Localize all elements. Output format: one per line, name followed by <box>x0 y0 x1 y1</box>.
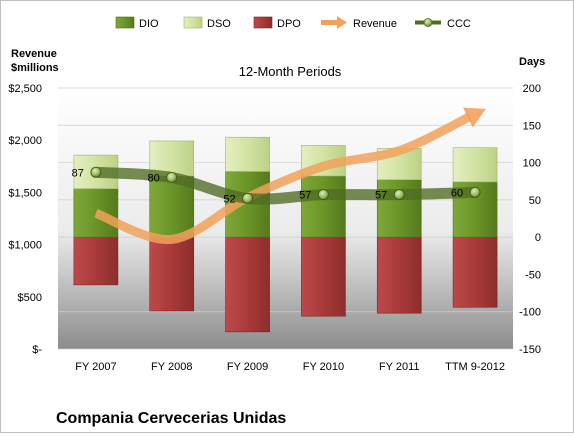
dio-bar <box>301 175 346 238</box>
x-tick-label: FY 2009 <box>227 361 268 373</box>
x-tick-label: FY 2011 <box>379 361 420 373</box>
ccc-line-path <box>90 166 481 205</box>
dso-bar <box>225 136 270 172</box>
ccc-data-label: 57 <box>299 190 311 202</box>
left-tick-label: $1,500 <box>8 187 42 199</box>
ccc-data-label: 87 <box>72 167 84 179</box>
left-axis-ticks: $- $500 $1,000 $1,500 $2,000 $2,500 <box>8 83 42 356</box>
dso-bar <box>452 147 498 183</box>
ccc-marker <box>318 189 329 201</box>
left-axis-title-line1: Revenue <box>11 48 57 60</box>
right-tick-label: 0 <box>535 232 541 244</box>
ccc-marker <box>90 166 102 178</box>
x-tick-label: FY 2008 <box>151 361 192 373</box>
dio-bar <box>73 188 119 238</box>
legend-label-dpo: DPO <box>277 18 301 30</box>
x-axis-ticks: FY 2007 FY 2008 FY 2009 FY 2010 FY 2011 TTM 9… <box>75 361 505 373</box>
x-tick-label: FY 2007 <box>75 361 116 373</box>
right-tick-label: -150 <box>519 344 541 356</box>
dpo-bar <box>225 236 270 333</box>
revenue-line <box>94 107 486 244</box>
ccc-data-label: 80 <box>148 172 160 184</box>
left-tick-label: $1,000 <box>8 240 42 252</box>
legend-label-ccc: CCC <box>447 18 471 30</box>
legend-label-dso: DSO <box>207 18 231 30</box>
legend-swatch-ccc <box>415 18 441 27</box>
dio-bar <box>376 179 422 238</box>
dpo-bar <box>73 236 119 286</box>
ccc-data-label: 57 <box>375 190 387 202</box>
right-tick-label: 100 <box>523 158 541 170</box>
left-tick-label: $- <box>32 344 42 356</box>
legend: DIO DSO DPO Revenue CCC <box>115 16 471 30</box>
left-axis-title-line2: $millions <box>11 62 59 74</box>
left-tick-label: $500 <box>18 292 42 304</box>
right-axis-ticks: -150 -100 -50 0 50 100 150 200 <box>519 83 541 356</box>
legend-swatch-revenue <box>321 16 347 29</box>
dpo-bar <box>376 236 422 314</box>
right-tick-label: 200 <box>523 83 541 95</box>
ccc-data-label: 60 <box>451 187 463 199</box>
legend-label-revenue: Revenue <box>353 18 397 30</box>
dpo-bar <box>149 236 195 312</box>
revenue-arrowhead <box>463 107 486 128</box>
legend-swatch-dso <box>183 16 203 29</box>
right-tick-label: -100 <box>519 307 541 319</box>
right-tick-label: 150 <box>523 120 541 132</box>
ccc-line: 87 80 52 57 57 60 <box>72 166 481 205</box>
ccc-marker <box>242 192 253 204</box>
x-tick-label: FY 2010 <box>303 361 344 373</box>
left-tick-label: $2,500 <box>8 83 42 95</box>
chart-title: 12-Month Periods <box>239 64 342 79</box>
revenue-line-path <box>94 112 472 244</box>
gridlines <box>58 87 513 350</box>
x-tick-label: TTM 9-2012 <box>445 361 505 373</box>
ccc-marker <box>469 186 481 198</box>
right-axis-title: Days <box>519 56 545 68</box>
legend-label-dio: DIO <box>139 18 159 30</box>
dpo-bar <box>452 236 498 308</box>
ccc-marker <box>393 189 405 201</box>
left-tick-label: $2,000 <box>8 135 42 147</box>
legend-swatch-dpo <box>253 16 273 29</box>
company-name: Compania Cervecerias Unidas <box>56 410 286 427</box>
ccc-data-label: 52 <box>223 193 235 205</box>
right-tick-label: 50 <box>529 195 541 207</box>
legend-swatch-dio <box>115 16 135 29</box>
ccc-marker <box>166 172 178 183</box>
right-tick-label: -50 <box>525 269 541 281</box>
dpo-bar <box>301 236 346 317</box>
